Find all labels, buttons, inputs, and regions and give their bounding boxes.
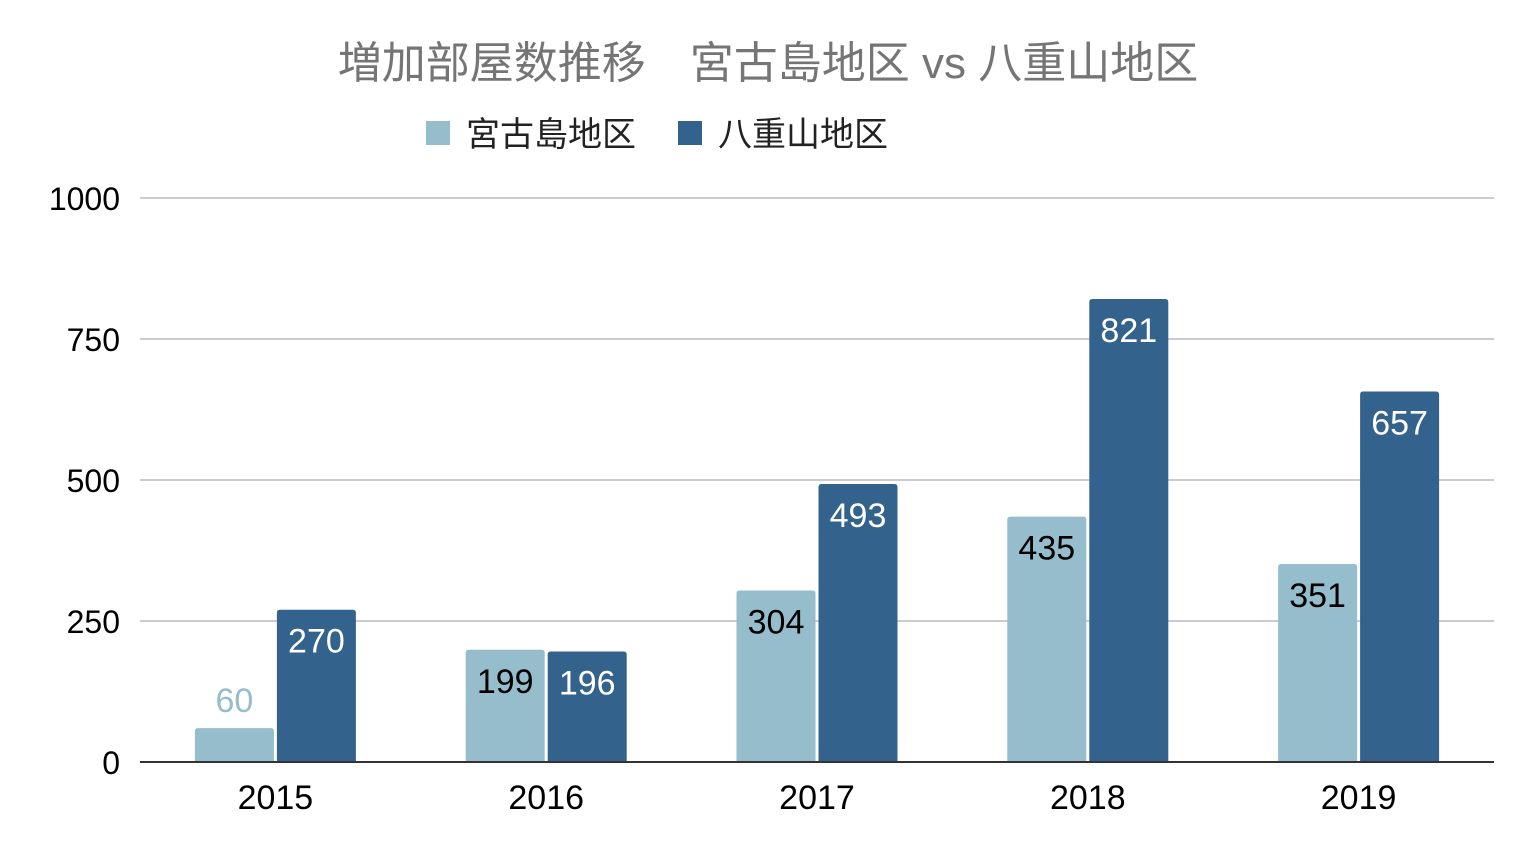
y-tick-label: 250 — [67, 604, 120, 640]
bar-value-label: 821 — [1100, 312, 1157, 350]
x-tick-label: 2015 — [238, 779, 314, 817]
bar-value-label: 60 — [215, 682, 253, 720]
bar-value-label: 304 — [748, 604, 805, 642]
legend-swatch — [426, 121, 450, 145]
bar-yaeyama — [818, 483, 898, 762]
legend-label: 八重山地区 — [718, 116, 888, 154]
bar-miyakojima — [1007, 516, 1087, 762]
bar-yaeyama — [1360, 391, 1440, 762]
x-tick-label: 2018 — [1050, 779, 1126, 817]
y-tick-label: 750 — [67, 322, 120, 358]
bar-value-label: 493 — [830, 497, 887, 535]
bar-miyakojima — [194, 728, 274, 762]
bar-value-label: 199 — [477, 663, 534, 701]
x-axis: 2015 2016 2017 2018 2019 — [140, 761, 1494, 817]
x-tick-label: 2019 — [1321, 779, 1397, 817]
bar-value-label: 196 — [559, 664, 616, 702]
legend-swatch — [678, 121, 702, 145]
bar-yaeyama — [1089, 298, 1169, 762]
gridlines — [140, 197, 1494, 622]
x-tick-label: 2017 — [779, 779, 855, 817]
bar-yaeyama — [276, 609, 356, 762]
x-tick-label: 2016 — [508, 779, 584, 817]
bar-value-label: 657 — [1371, 404, 1428, 442]
y-tick-label: 0 — [102, 745, 120, 781]
bar-value-label: 351 — [1289, 577, 1346, 615]
bar-yaeyama — [547, 651, 627, 762]
y-axis: 0 250 500 750 1000 — [49, 181, 120, 781]
chart-title: 増加部屋数推移 宮古島地区 vs 八重山地区 — [338, 39, 1198, 88]
y-tick-label: 500 — [67, 463, 120, 499]
bar-miyakojima — [465, 649, 545, 762]
bar-miyakojima — [736, 590, 816, 762]
bar-miyakojima — [1278, 564, 1358, 762]
legend-label: 宮古島地区 — [466, 116, 636, 154]
bar-labels: 60 270 199 196 304 493 435 821 351 657 — [215, 312, 1427, 720]
bar-value-label: 435 — [1018, 530, 1075, 568]
y-tick-label: 1000 — [49, 181, 120, 217]
legend: 宮古島地区 八重山地区 — [426, 116, 888, 154]
bars — [194, 298, 1440, 762]
bar-value-label: 270 — [288, 623, 345, 661]
